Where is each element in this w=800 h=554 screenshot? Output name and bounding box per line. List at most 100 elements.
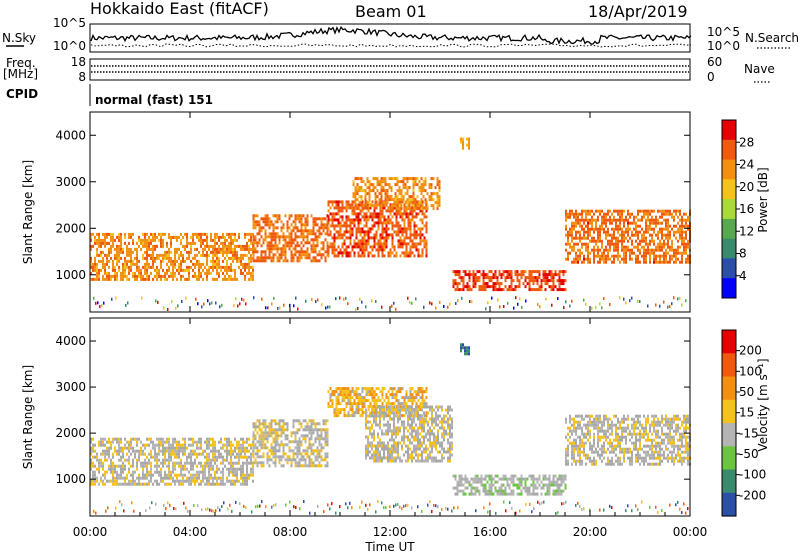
- heatmap-cell-r0: [122, 277, 124, 281]
- heatmap-cell-r2: [425, 245, 428, 249]
- heatmap-cell-r1: [324, 226, 327, 230]
- heatmap-cell-r2: [337, 411, 340, 415]
- heatmap-cell-r0: [224, 274, 226, 278]
- heatmap-cell-r6: [661, 260, 663, 264]
- heatmap-cell-r1: [310, 431, 313, 435]
- heatmap-cell-r3: [422, 180, 425, 184]
- heatmap-cell-r6: [647, 209, 649, 213]
- heatmap-cell-r0: [116, 250, 118, 254]
- heatmap-cell-r6: [671, 239, 673, 243]
- heatmap-cell-r1: [254, 250, 257, 254]
- heatmap-cell-r2: [355, 411, 358, 415]
- heatmap-cell-r0: [132, 473, 134, 477]
- heatmap-cell-r6: [599, 209, 601, 213]
- heatmap-cell-r6: [605, 257, 607, 261]
- heatmap-cell-r1: [308, 428, 311, 432]
- heatmap-cell-r3: [376, 183, 379, 187]
- heatmap-cell-r2: [363, 236, 366, 240]
- heatmap-cell-r2: [339, 221, 342, 225]
- heatmap-cell-r3: [424, 183, 427, 187]
- heatmap-cell-r0: [242, 476, 244, 480]
- heatmap-cell-r0: [90, 256, 92, 260]
- heatmap-cell-r0: [194, 449, 196, 453]
- heatmap-cell-r2: [377, 387, 380, 391]
- heatmap-cell-r0: [248, 473, 250, 477]
- heatmap-cell-r5: [516, 279, 519, 283]
- heatmap-cell-r0: [228, 437, 230, 441]
- heatmap-cell-r3: [367, 420, 369, 424]
- heatmap-cell-r2: [345, 203, 348, 207]
- heatmap-cell-r0: [246, 265, 248, 269]
- heatmap-cell-r6: [597, 245, 599, 249]
- heatmap-cell-r2: [379, 215, 382, 219]
- heatmap-cell-r1: [314, 250, 317, 254]
- heatmap-cell-r0: [228, 440, 230, 444]
- heatmap-cell-r2: [377, 396, 380, 400]
- heatmap-noise-cell: [127, 301, 129, 305]
- heatmap-cell-r6: [665, 209, 667, 213]
- heatmap-cell-r3: [379, 441, 381, 445]
- heatmap-cell-r0: [242, 470, 244, 474]
- heatmap-cell-r1: [312, 449, 315, 453]
- heatmap-cell-r0: [160, 232, 162, 236]
- heatmap-cell-r0: [160, 437, 162, 441]
- heatmap-cell-r0: [92, 268, 94, 272]
- heatmap-cell-r0: [148, 437, 150, 441]
- heatmap-cell-r1: [260, 440, 263, 444]
- heatmap-cell-r3: [356, 177, 359, 181]
- heatmap-cell-r3: [373, 414, 375, 418]
- heatmap-cell-r0: [178, 473, 180, 477]
- heatmap-cell-r2: [379, 242, 382, 246]
- heatmap-cell-r0: [168, 250, 170, 254]
- heatmap-cell-r3: [393, 432, 395, 436]
- heatmap-cell-r3: [406, 180, 409, 184]
- heatmap-cell-r0: [200, 232, 202, 236]
- heatmap-cell-r5: [556, 273, 559, 277]
- heatmap-cell-r5: [542, 270, 545, 274]
- heatmap-cell-r3: [424, 180, 427, 184]
- heatmap-cell-r6: [591, 221, 593, 225]
- heatmap-cell-r2: [365, 393, 368, 397]
- heatmap-cell-r0: [204, 449, 206, 453]
- heatmap-cell-r2: [399, 245, 402, 249]
- heatmap-cell-r0: [250, 232, 252, 236]
- heatmap-cell-r6: [637, 236, 639, 240]
- heatmap-cell-r2: [347, 236, 350, 240]
- heatmap-cell-r1: [252, 461, 255, 465]
- heatmap-cell-r0: [194, 476, 196, 480]
- heatmap-cell-r0: [190, 259, 192, 263]
- heatmap-cell-r2: [331, 245, 334, 249]
- heatmap-cell-r6: [575, 221, 577, 225]
- heatmap-cell-r1: [312, 238, 315, 242]
- heatmap-cell-r1: [282, 422, 285, 426]
- heatmap-cell-r6: [611, 260, 613, 264]
- heatmap-cell-r2: [355, 212, 358, 216]
- heatmap-cell-r1: [282, 250, 285, 254]
- heatmap-cell-r6: [595, 218, 597, 222]
- heatmap-cell-r0: [108, 241, 110, 245]
- heatmap-cell-r6: [633, 218, 635, 222]
- heatmap-cell-r5: [532, 279, 535, 283]
- heatmap-cell-r1: [290, 223, 293, 227]
- heatmap-cell-r2: [343, 242, 346, 246]
- heatmap-cell-r2: [343, 224, 346, 228]
- heatmap-cell-r0: [160, 241, 162, 245]
- heatmap-cell-r2: [415, 233, 418, 237]
- heatmap-cell-r2: [401, 227, 404, 231]
- heatmap-cell-r3: [385, 444, 387, 448]
- heatmap-cell-r1: [256, 241, 259, 245]
- heatmap-cell-r6: [627, 209, 629, 213]
- heatmap-cell-r0: [140, 241, 142, 245]
- heatmap-cell-r0: [100, 464, 102, 468]
- heatmap-cell-r0: [112, 482, 114, 486]
- heatmap-cell-r0: [208, 247, 210, 251]
- heatmap-cell-r2: [425, 254, 428, 258]
- heatmap-cell-r0: [140, 482, 142, 486]
- heatmap-cell-r1: [290, 253, 293, 257]
- heatmap-cell-r0: [142, 244, 144, 248]
- heatmap-cell-r0: [150, 440, 152, 444]
- heatmap-cell-r2: [379, 209, 382, 213]
- heatmap-cell-r0: [124, 464, 126, 468]
- heatmap-cell-r0: [250, 443, 252, 447]
